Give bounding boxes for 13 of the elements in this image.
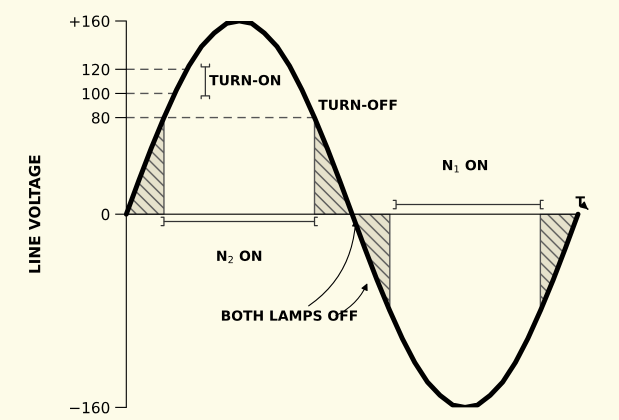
annotation: TURN-ON (209, 74, 280, 86)
annotation: N$_{2}$ ON (217, 250, 262, 264)
y-tick-label: 100 (82, 88, 110, 100)
y-tick-label: +160 (70, 15, 110, 28)
y-tick-label: 120 (82, 64, 110, 76)
y-tick-label: 80 (92, 112, 110, 124)
y-tick-label: −160 (70, 402, 110, 414)
annotation: N$_{1}$ ON (443, 160, 488, 172)
annotation: TURN-OFF (318, 100, 397, 110)
y-axis-title: LINE VOLTAGE (28, 155, 40, 273)
annotation: BOTH LAMPS OFF (222, 310, 358, 321)
annotation: T (576, 196, 585, 206)
y-tick-label: 0 (102, 208, 110, 220)
